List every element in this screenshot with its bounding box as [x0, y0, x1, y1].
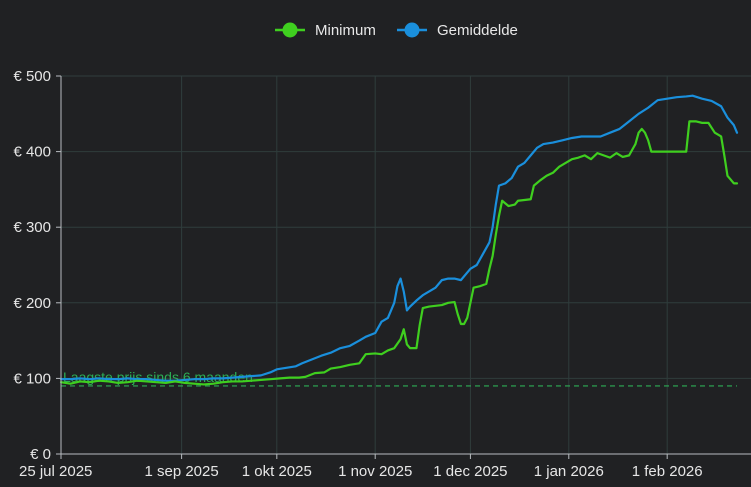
x-tick-label: 1 dec 2025: [433, 463, 507, 480]
series-group: [59, 94, 739, 386]
x-tick-label: 1 feb 2026: [632, 463, 703, 480]
series-line-gemiddelde: [59, 94, 739, 382]
x-tick-label: 1 nov 2025: [338, 463, 412, 480]
x-tick-label: 25 jul 2025: [19, 463, 92, 480]
legend-item-gemiddelde[interactable]: Gemiddelde: [397, 22, 518, 39]
y-tick-label: € 300: [13, 219, 51, 236]
legend-label: Minimum: [315, 22, 376, 39]
legend-marker: [404, 22, 420, 38]
x-tick-label: 1 okt 2025: [242, 463, 312, 480]
x-axis-ticks: 25 jul 2025 1 sep 2025 1 okt 2025 1 nov 202…: [19, 454, 703, 480]
legend-label: Gemiddelde: [437, 22, 518, 39]
y-tick-label: € 400: [13, 144, 51, 161]
y-tick-label: € 100: [13, 370, 51, 387]
legend-marker: [282, 22, 298, 38]
axes: [60, 76, 751, 455]
series-line-minimum: [59, 120, 739, 386]
legend[interactable]: Minimum Gemiddelde: [275, 22, 518, 39]
y-tick-label: € 200: [13, 295, 51, 312]
legend-item-minimum[interactable]: Minimum: [275, 22, 376, 39]
y-axis-ticks: € 0 € 100 € 200 € 300 € 400 € 500: [13, 68, 61, 463]
y-tick-label: € 500: [13, 68, 51, 85]
y-tick-label: € 0: [30, 446, 51, 463]
x-tick-label: 1 jan 2026: [534, 463, 604, 480]
x-tick-label: 1 sep 2025: [144, 463, 218, 480]
